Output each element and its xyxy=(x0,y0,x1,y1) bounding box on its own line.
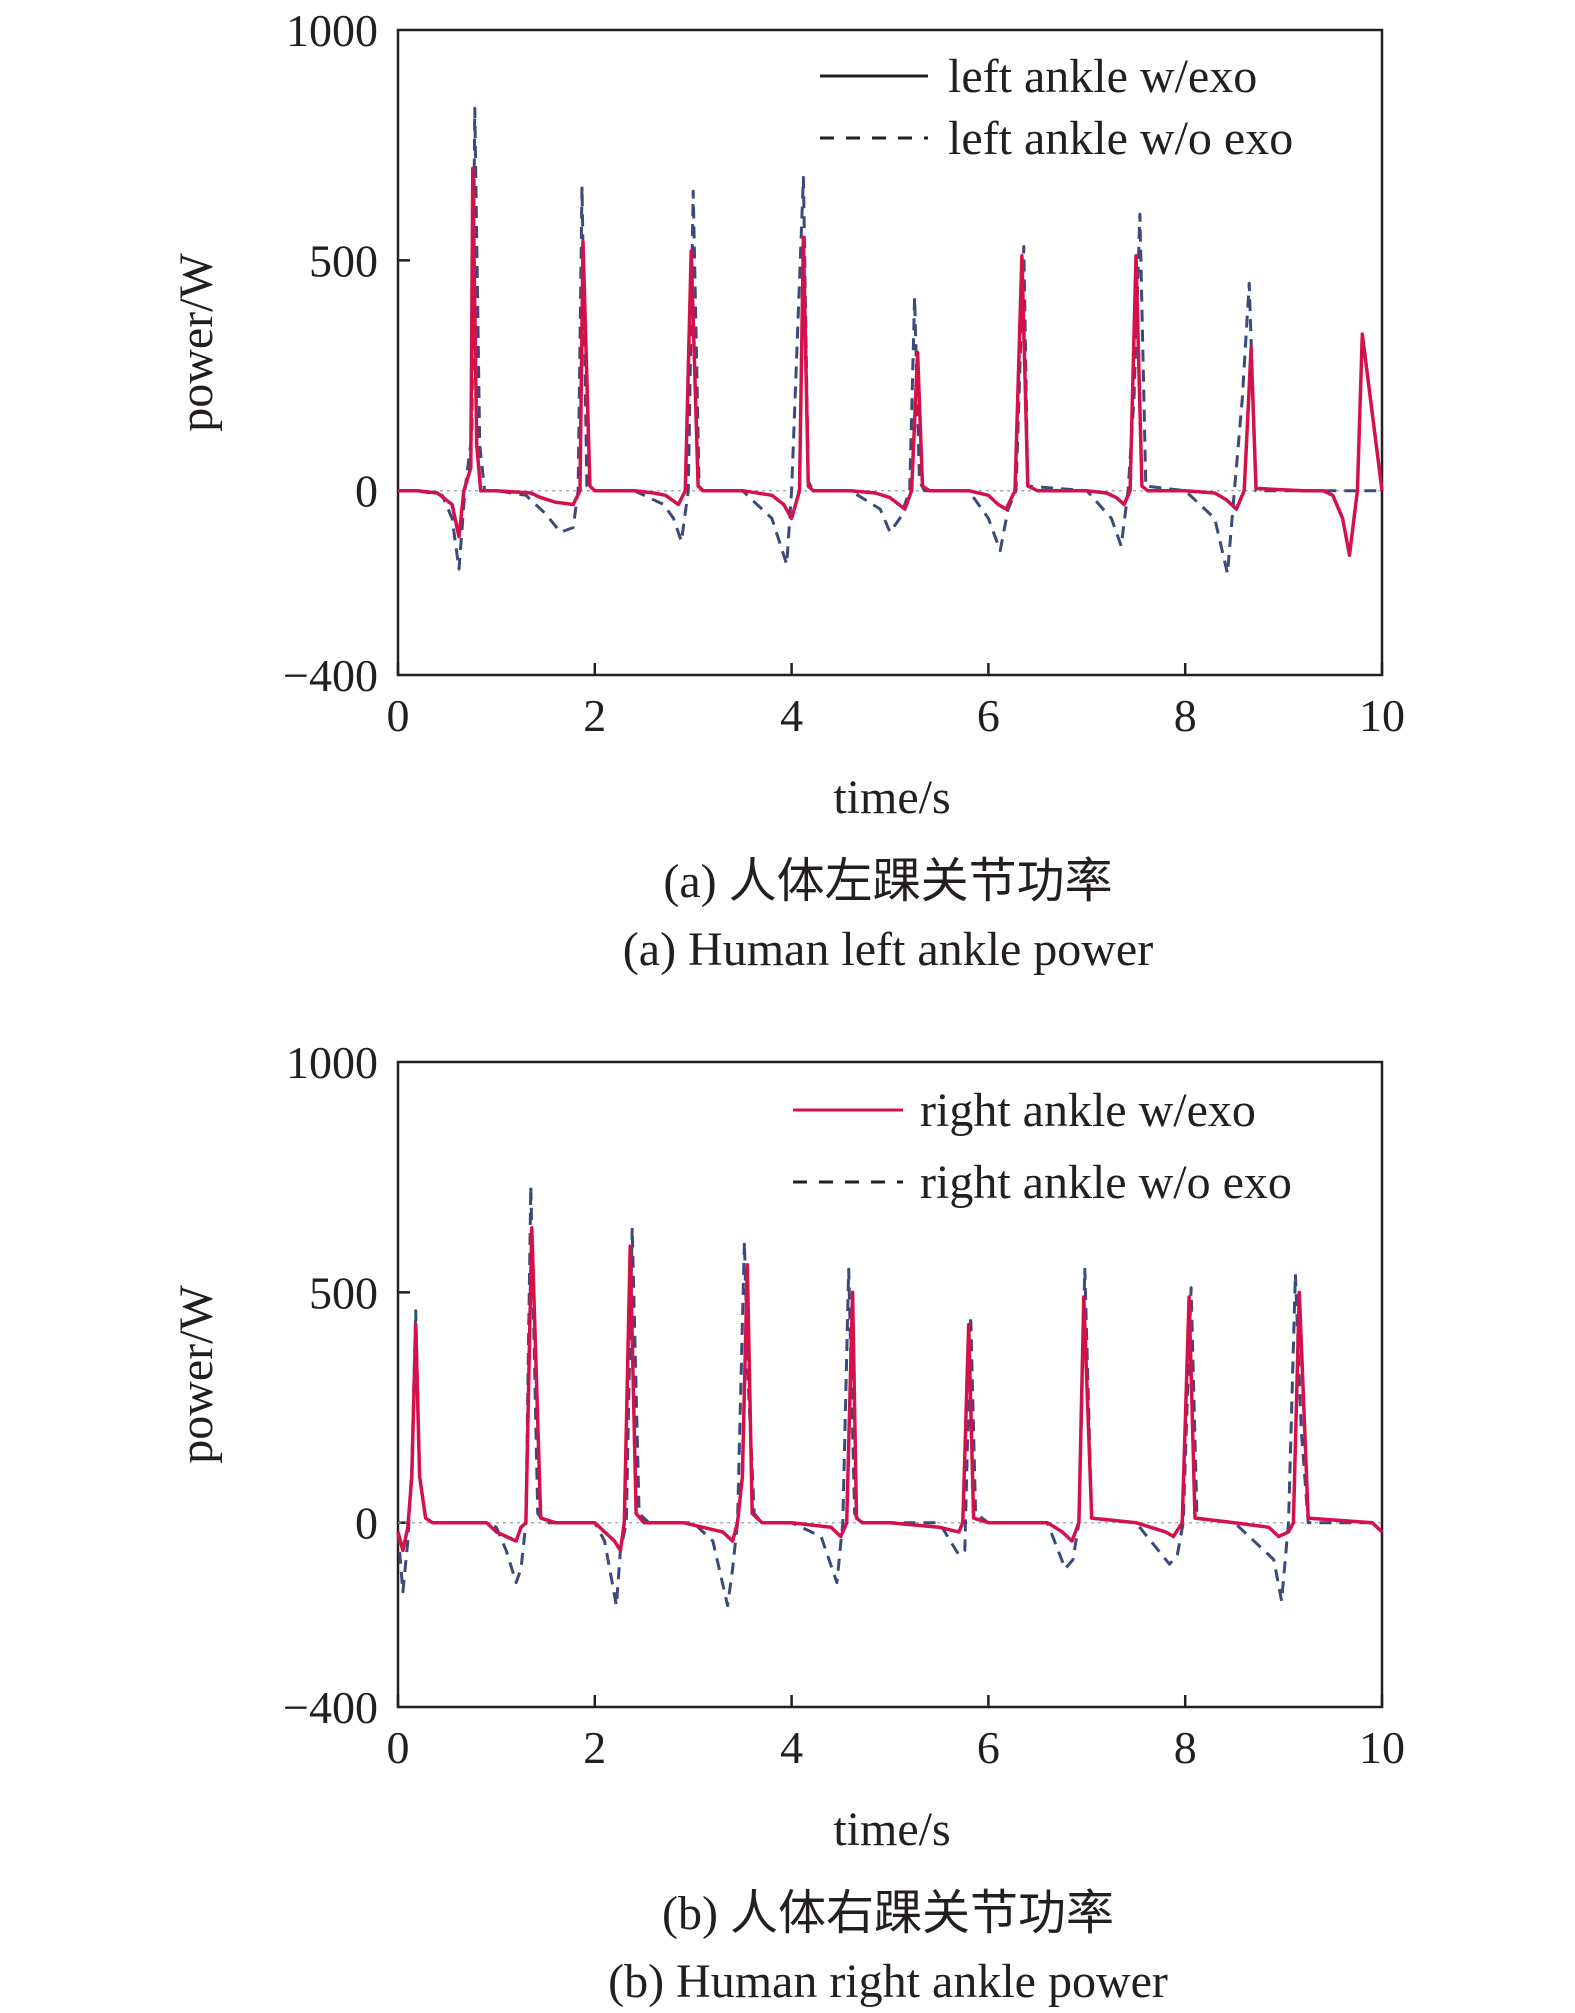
series-line-without-exo xyxy=(398,106,1382,576)
x-tick-label: 10 xyxy=(1359,1722,1405,1773)
x-tick-label: 4 xyxy=(780,690,803,741)
series-line-without-exo xyxy=(396,1184,1384,1608)
x-tick-label: 0 xyxy=(387,1722,410,1773)
y-tick-label: −400 xyxy=(283,650,378,701)
caption-en: (a) Human left ankle power xyxy=(623,923,1153,976)
y-tick-label: 500 xyxy=(309,1267,378,1318)
legend-label: right ankle w/o exo xyxy=(920,1156,1292,1209)
x-tick-label: 2 xyxy=(583,690,606,741)
y-axis-label: power/W xyxy=(170,1285,223,1464)
x-tick-label: 0 xyxy=(387,690,410,741)
plot-frame xyxy=(396,28,1384,677)
caption-cn: (b) 人体右踝关节功率 xyxy=(662,1887,1114,1940)
x-tick-label: 2 xyxy=(583,1722,606,1773)
y-tick-label: −400 xyxy=(283,1682,378,1733)
legend-label: right ankle w/exo xyxy=(920,1084,1256,1137)
y-axis-label: power/W xyxy=(170,253,223,432)
caption-en: (b) Human right ankle power xyxy=(608,1955,1168,2008)
x-axis-label: time/s xyxy=(833,1803,950,1856)
y-tick-label: 1000 xyxy=(286,5,378,56)
x-tick-label: 6 xyxy=(977,690,1000,741)
plot-frame xyxy=(396,1060,1384,1709)
x-tick-label: 8 xyxy=(1174,1722,1197,1773)
y-tick-label: 0 xyxy=(355,466,378,517)
x-tick-label: 6 xyxy=(977,1722,1000,1773)
y-tick-label: 1000 xyxy=(286,1037,378,1088)
series-line-with-exo xyxy=(398,166,1384,557)
y-tick-label: 0 xyxy=(355,1498,378,1549)
x-tick-label: 4 xyxy=(780,1722,803,1773)
legend-label: left ankle w/o exo xyxy=(948,112,1293,165)
series-line-with-exo xyxy=(396,1226,1384,1553)
legend-label: left ankle w/exo xyxy=(948,50,1257,103)
y-tick-label: 500 xyxy=(309,235,378,286)
caption-cn: (a) 人体左踝关节功率 xyxy=(663,855,1112,908)
x-tick-label: 10 xyxy=(1359,690,1405,741)
x-tick-label: 8 xyxy=(1174,690,1197,741)
x-axis-label: time/s xyxy=(833,771,950,824)
